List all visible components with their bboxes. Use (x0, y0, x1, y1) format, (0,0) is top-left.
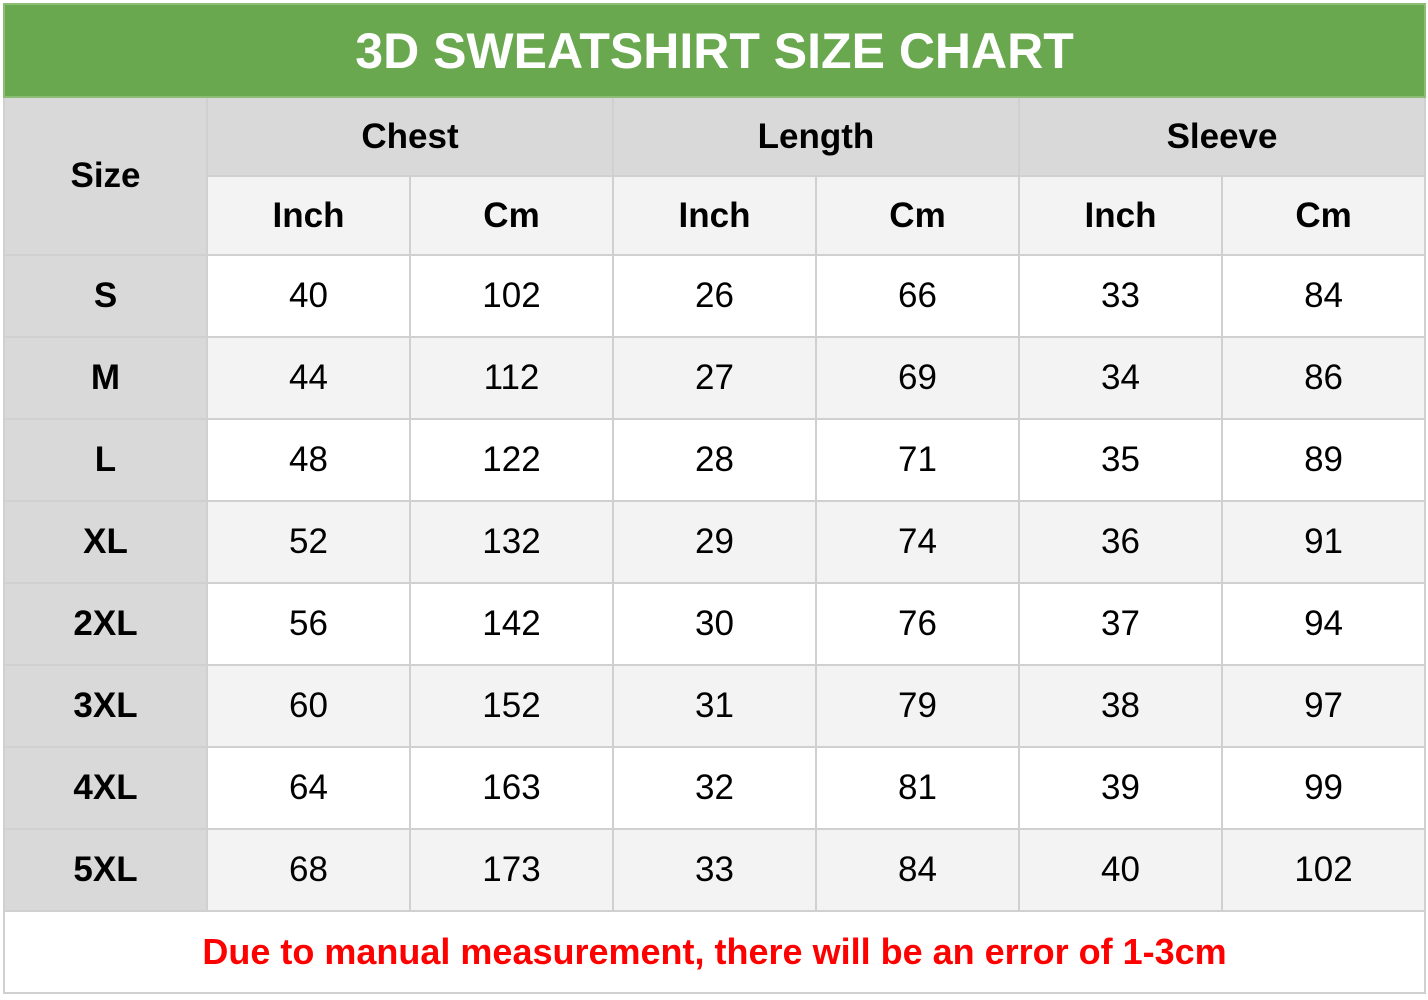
table-row: M 44 112 27 69 34 86 (3, 336, 1427, 420)
value-cell: 37 (1018, 582, 1223, 666)
value-cell: 142 (409, 582, 614, 666)
size-cell: 2XL (3, 582, 208, 666)
length-header: Length (612, 96, 1020, 177)
value-cell: 33 (1018, 254, 1223, 338)
value-cell: 36 (1018, 500, 1223, 584)
value-cell: 94 (1220, 582, 1427, 666)
chest-header: Chest (206, 96, 614, 177)
size-cell: S (3, 254, 208, 338)
size-cell: 4XL (3, 746, 208, 830)
value-cell: 26 (612, 254, 817, 338)
table-row: 3XL 60 152 31 79 38 97 (3, 664, 1427, 748)
value-cell: 39 (1018, 746, 1223, 830)
size-cell: 3XL (3, 664, 208, 748)
unit-header: Cm (409, 175, 614, 256)
value-cell: 35 (1018, 418, 1223, 502)
value-cell: 31 (612, 664, 817, 748)
value-cell: 86 (1220, 336, 1427, 420)
value-cell: 40 (1018, 828, 1223, 912)
value-cell: 71 (815, 418, 1020, 502)
table-row: 2XL 56 142 30 76 37 94 (3, 582, 1427, 666)
value-cell: 32 (612, 746, 817, 830)
value-cell: 52 (206, 500, 411, 584)
value-cell: 33 (612, 828, 817, 912)
table-row: 4XL 64 163 32 81 39 99 (3, 746, 1427, 830)
unit-header: Cm (815, 175, 1020, 256)
value-cell: 112 (409, 336, 614, 420)
value-cell: 102 (1220, 828, 1427, 912)
unit-header: Inch (612, 175, 817, 256)
chart-title: 3D SWEATSHIRT SIZE CHART (2, 3, 1427, 98)
value-cell: 27 (612, 336, 817, 420)
value-cell: 68 (206, 828, 411, 912)
value-cell: 122 (409, 418, 614, 502)
sleeve-header: Sleeve (1017, 96, 1427, 177)
table-row: XL 52 132 29 74 36 91 (3, 500, 1427, 584)
value-cell: 38 (1018, 664, 1223, 748)
value-cell: 79 (815, 664, 1020, 748)
value-cell: 89 (1220, 418, 1427, 502)
value-cell: 102 (409, 254, 614, 338)
value-cell: 28 (612, 418, 817, 502)
value-cell: 84 (815, 828, 1020, 912)
unit-header: Inch (206, 175, 411, 256)
value-cell: 48 (206, 418, 411, 502)
size-cell: L (3, 418, 208, 502)
table-row: S 40 102 26 66 33 84 (3, 254, 1427, 338)
value-cell: 99 (1220, 746, 1427, 830)
size-chart-table: 3D SWEATSHIRT SIZE CHART Size Chest Leng… (2, 3, 1427, 994)
value-cell: 97 (1220, 664, 1427, 748)
value-cell: 81 (815, 746, 1020, 830)
size-header: Size (3, 96, 208, 256)
value-cell: 66 (815, 254, 1020, 338)
value-cell: 152 (409, 664, 614, 748)
value-cell: 40 (206, 254, 411, 338)
value-cell: 34 (1018, 336, 1223, 420)
value-cell: 56 (206, 582, 411, 666)
size-cell: M (3, 336, 208, 420)
value-cell: 163 (409, 746, 614, 830)
size-cell: XL (3, 500, 208, 584)
value-cell: 76 (815, 582, 1020, 666)
value-cell: 84 (1220, 254, 1427, 338)
value-cell: 91 (1220, 500, 1427, 584)
unit-header: Cm (1220, 175, 1427, 256)
unit-header: Inch (1018, 175, 1223, 256)
value-cell: 44 (206, 336, 411, 420)
value-cell: 69 (815, 336, 1020, 420)
value-cell: 74 (815, 500, 1020, 584)
value-cell: 64 (206, 746, 411, 830)
value-cell: 173 (409, 828, 614, 912)
size-cell: 5XL (3, 828, 208, 912)
table-row: L 48 122 28 71 35 89 (3, 418, 1427, 502)
measurement-note: Due to manual measurement, there will be… (2, 910, 1427, 994)
value-cell: 30 (612, 582, 817, 666)
value-cell: 132 (409, 500, 614, 584)
value-cell: 60 (206, 664, 411, 748)
table-row: 5XL 68 173 33 84 40 102 (3, 828, 1427, 912)
value-cell: 29 (612, 500, 817, 584)
